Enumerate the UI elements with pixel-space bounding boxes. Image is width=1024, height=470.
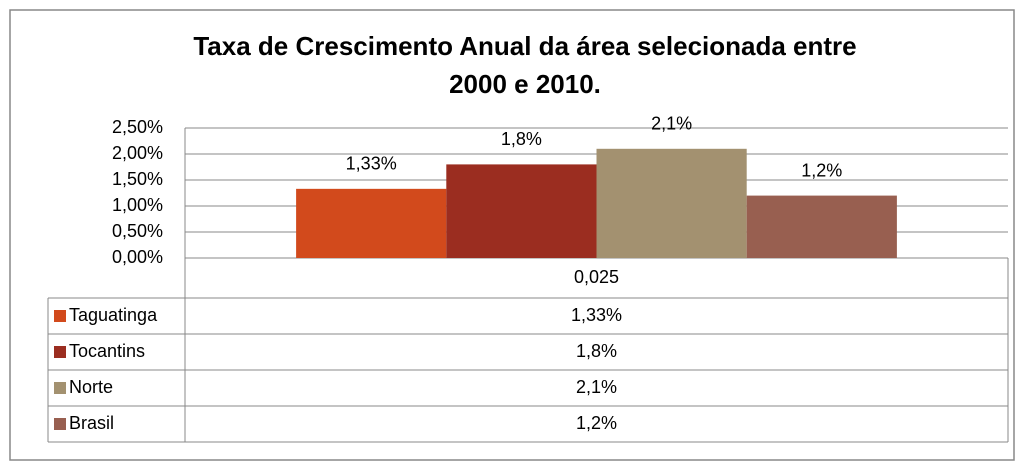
y-tick-label: 1,50% xyxy=(112,169,163,189)
table-cell: 1,8% xyxy=(576,341,617,361)
data-label: 1,8% xyxy=(501,129,542,149)
legend-key xyxy=(54,310,66,322)
y-tick-label: 2,50% xyxy=(112,117,163,137)
legend-key xyxy=(54,418,66,430)
bar xyxy=(446,164,597,258)
legend-key xyxy=(54,382,66,394)
data-label: 2,1% xyxy=(651,114,692,134)
bar xyxy=(596,148,747,258)
legend-label: Tocantins xyxy=(69,341,145,361)
legend-label: Brasil xyxy=(69,413,114,433)
data-label: 1,2% xyxy=(801,160,842,180)
y-tick-label: 1,00% xyxy=(112,195,163,215)
chart-title: Taxa de Crescimento Anual da área seleci… xyxy=(193,31,856,61)
data-label: 1,33% xyxy=(346,154,397,174)
y-tick-label: 0,50% xyxy=(112,221,163,241)
table-cell: 1,2% xyxy=(576,413,617,433)
legend-label: Norte xyxy=(69,377,113,397)
bar xyxy=(746,195,897,258)
table-cell: 2,1% xyxy=(576,377,617,397)
y-tick-label: 2,00% xyxy=(112,143,163,163)
table-header: 0,025 xyxy=(574,267,619,287)
legend-label: Taguatinga xyxy=(69,305,158,325)
y-tick-label: 0,00% xyxy=(112,247,163,267)
bar xyxy=(296,188,447,258)
legend-key xyxy=(54,346,66,358)
chart-title: 2000 e 2010. xyxy=(449,69,601,99)
table-cell: 1,33% xyxy=(571,305,622,325)
